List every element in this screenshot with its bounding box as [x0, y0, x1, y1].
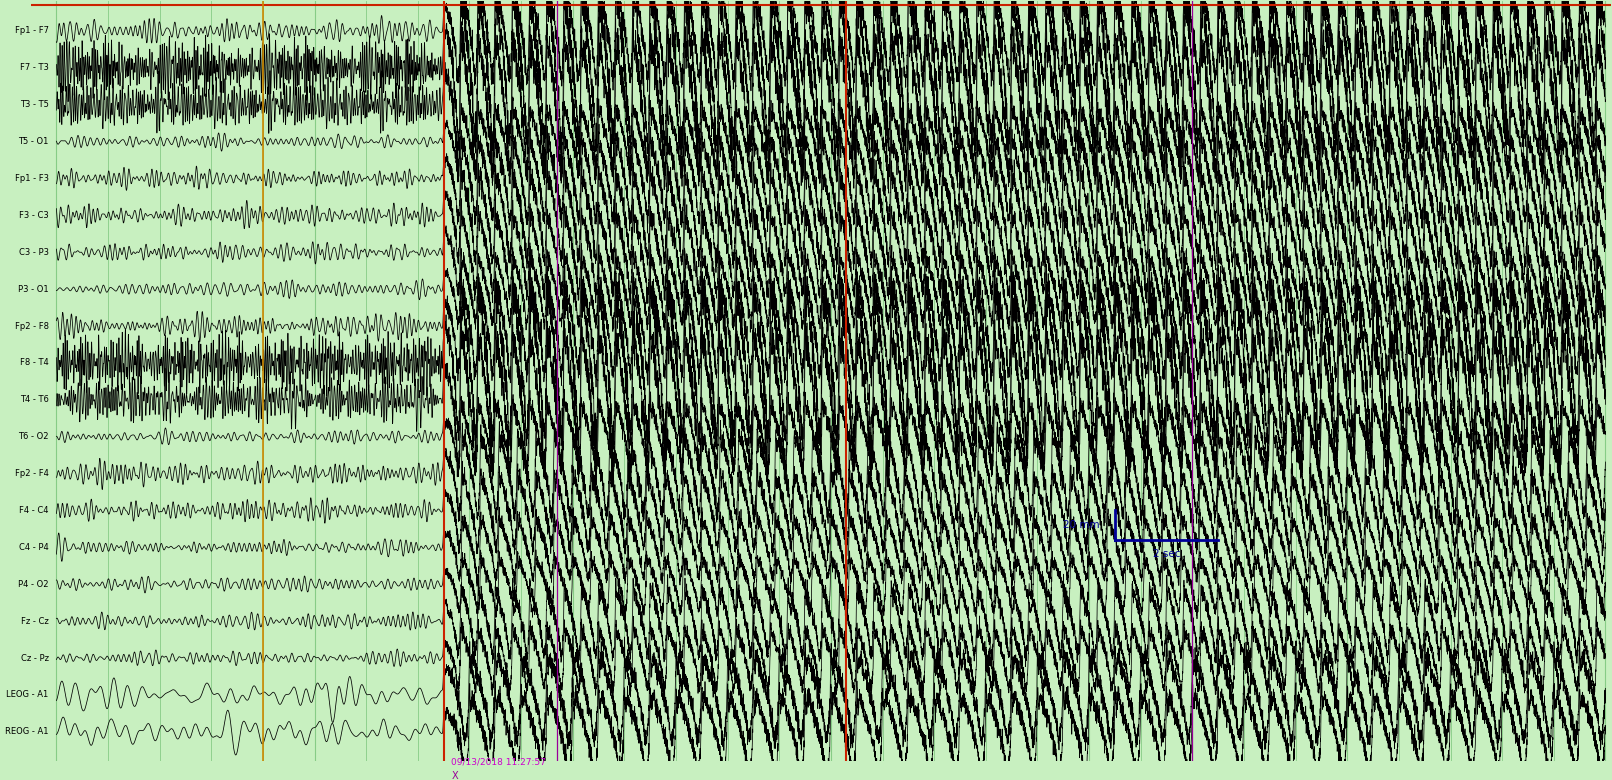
Text: Cz - Pz: Cz - Pz [21, 654, 48, 662]
Text: T6 - O2: T6 - O2 [18, 432, 48, 441]
Text: F3 - C3: F3 - C3 [19, 211, 48, 220]
Text: Fp2 - F4: Fp2 - F4 [15, 469, 48, 478]
Text: X: X [451, 771, 458, 780]
Text: Fp2 - F8: Fp2 - F8 [15, 321, 48, 331]
Text: 20 mm: 20 mm [1062, 520, 1099, 530]
Text: Fp1 - F7: Fp1 - F7 [15, 27, 48, 35]
Text: T3 - T5: T3 - T5 [19, 100, 48, 109]
Text: F8 - T4: F8 - T4 [19, 359, 48, 367]
Text: T4 - T6: T4 - T6 [19, 395, 48, 404]
Text: LEOG - A1: LEOG - A1 [6, 690, 48, 700]
Text: P3 - O1: P3 - O1 [18, 285, 48, 293]
Text: T5 - O1: T5 - O1 [18, 137, 48, 146]
Text: Fz - Cz: Fz - Cz [21, 617, 48, 626]
Text: F7 - T3: F7 - T3 [19, 63, 48, 73]
Text: Fp1 - F3: Fp1 - F3 [15, 174, 48, 183]
Text: C3 - P3: C3 - P3 [19, 248, 48, 257]
Text: 09/13/2018 11:27:57: 09/13/2018 11:27:57 [451, 757, 546, 767]
Text: REOG - A1: REOG - A1 [5, 727, 48, 736]
Text: 2 sec: 2 sec [1153, 549, 1180, 559]
Text: P4 - O2: P4 - O2 [18, 580, 48, 589]
Text: F4 - C4: F4 - C4 [19, 506, 48, 515]
Text: C4 - P4: C4 - P4 [19, 543, 48, 552]
